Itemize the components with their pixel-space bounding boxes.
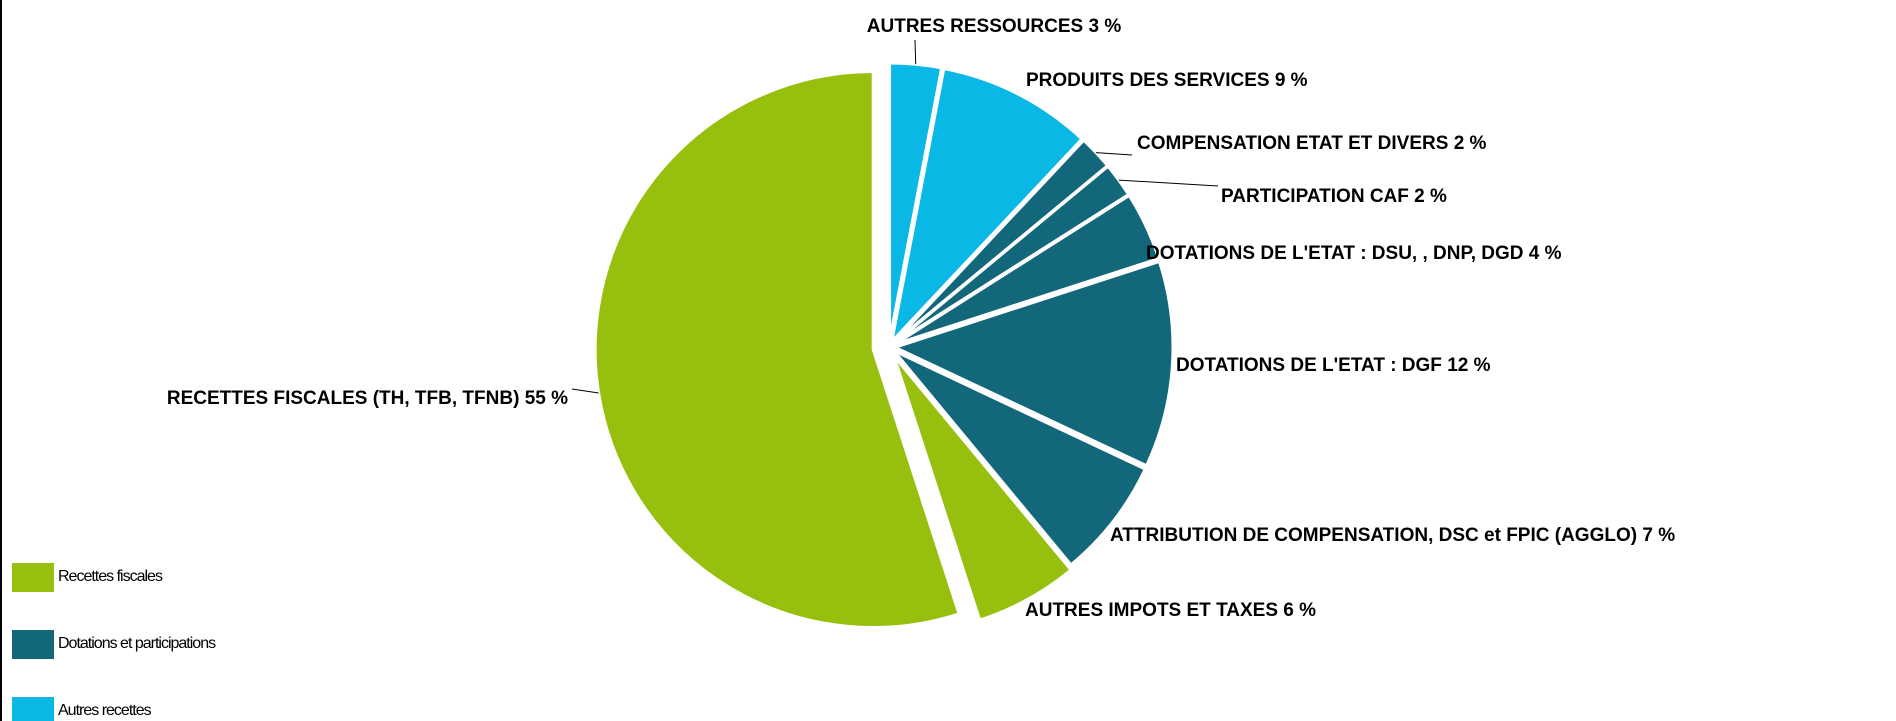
leader-line	[1118, 179, 1219, 187]
slice-label: PRODUITS DES SERVICES 9 %	[1026, 70, 1308, 91]
slice-label: RECETTES FISCALES (TH, TFB, TFNB) 55 %	[167, 388, 568, 409]
slice-label-name: COMPENSATION ETAT ET DIVERS	[1137, 133, 1448, 154]
leader-line	[571, 388, 599, 394]
legend-swatch	[12, 563, 54, 592]
slice-label-value: 3 %	[1088, 16, 1121, 37]
slice-label-name: AUTRES IMPOTS ET TAXES	[1025, 600, 1278, 621]
pie-slice	[888, 61, 944, 342]
slice-label-value: 2 %	[1454, 133, 1487, 154]
slice-label: COMPENSATION ETAT ET DIVERS 2 %	[1137, 133, 1487, 154]
pie-slice	[892, 354, 1074, 623]
legend-swatch	[12, 697, 54, 721]
slice-label-name: PRODUITS DES SERVICES	[1026, 70, 1270, 91]
slice-label-value: 6 %	[1283, 600, 1316, 621]
slice-label-value: 2 %	[1414, 186, 1447, 207]
legend-label: Recettes fiscales	[58, 568, 163, 585]
slice-label-name: DOTATIONS DE L'ETAT : DGF	[1176, 355, 1442, 376]
leader-line	[914, 39, 917, 65]
slice-label-value: 4 %	[1529, 243, 1562, 264]
legend-label: Autres recettes	[58, 702, 152, 719]
slice-label: PARTICIPATION CAF 2 %	[1221, 186, 1447, 207]
slice-label-name: RECETTES FISCALES (TH, TFB, TFNB)	[167, 388, 520, 409]
pie-slice	[892, 349, 1148, 567]
slice-label-name: ATTRIBUTION DE COMPENSATION, DSC et FPIC…	[1110, 525, 1637, 546]
slice-label-value: 55 %	[525, 388, 568, 409]
slice-label: DOTATIONS DE L'ETAT : DSU, , DNP, DGD 4 …	[1146, 243, 1562, 264]
pie-slice	[889, 66, 1085, 347]
slice-label-value: 12 %	[1447, 355, 1490, 376]
pie-slice	[890, 259, 1175, 468]
legend-swatch	[12, 630, 54, 659]
slice-label-value: 9 %	[1275, 70, 1308, 91]
slice-label: AUTRES IMPOTS ET TAXES 6 %	[1025, 600, 1316, 621]
slice-label: DOTATIONS DE L'ETAT : DGF 12 %	[1176, 355, 1491, 376]
leader-line	[1095, 152, 1133, 156]
slice-label: AUTRES RESSOURCES 3 %	[867, 16, 1122, 37]
slice-label-name: DOTATIONS DE L'ETAT : DSU, , DNP, DGD	[1146, 243, 1524, 264]
slice-label-name: PARTICIPATION CAF	[1221, 186, 1409, 207]
slice-label-value: 7 %	[1642, 525, 1675, 546]
legend-label: Dotations et participations	[58, 635, 216, 652]
pie-slice	[593, 70, 961, 629]
slice-label: ATTRIBUTION DE COMPENSATION, DSC et FPIC…	[1110, 525, 1675, 546]
pie-slice	[893, 193, 1161, 346]
slice-label-name: AUTRES RESSOURCES	[867, 16, 1083, 37]
